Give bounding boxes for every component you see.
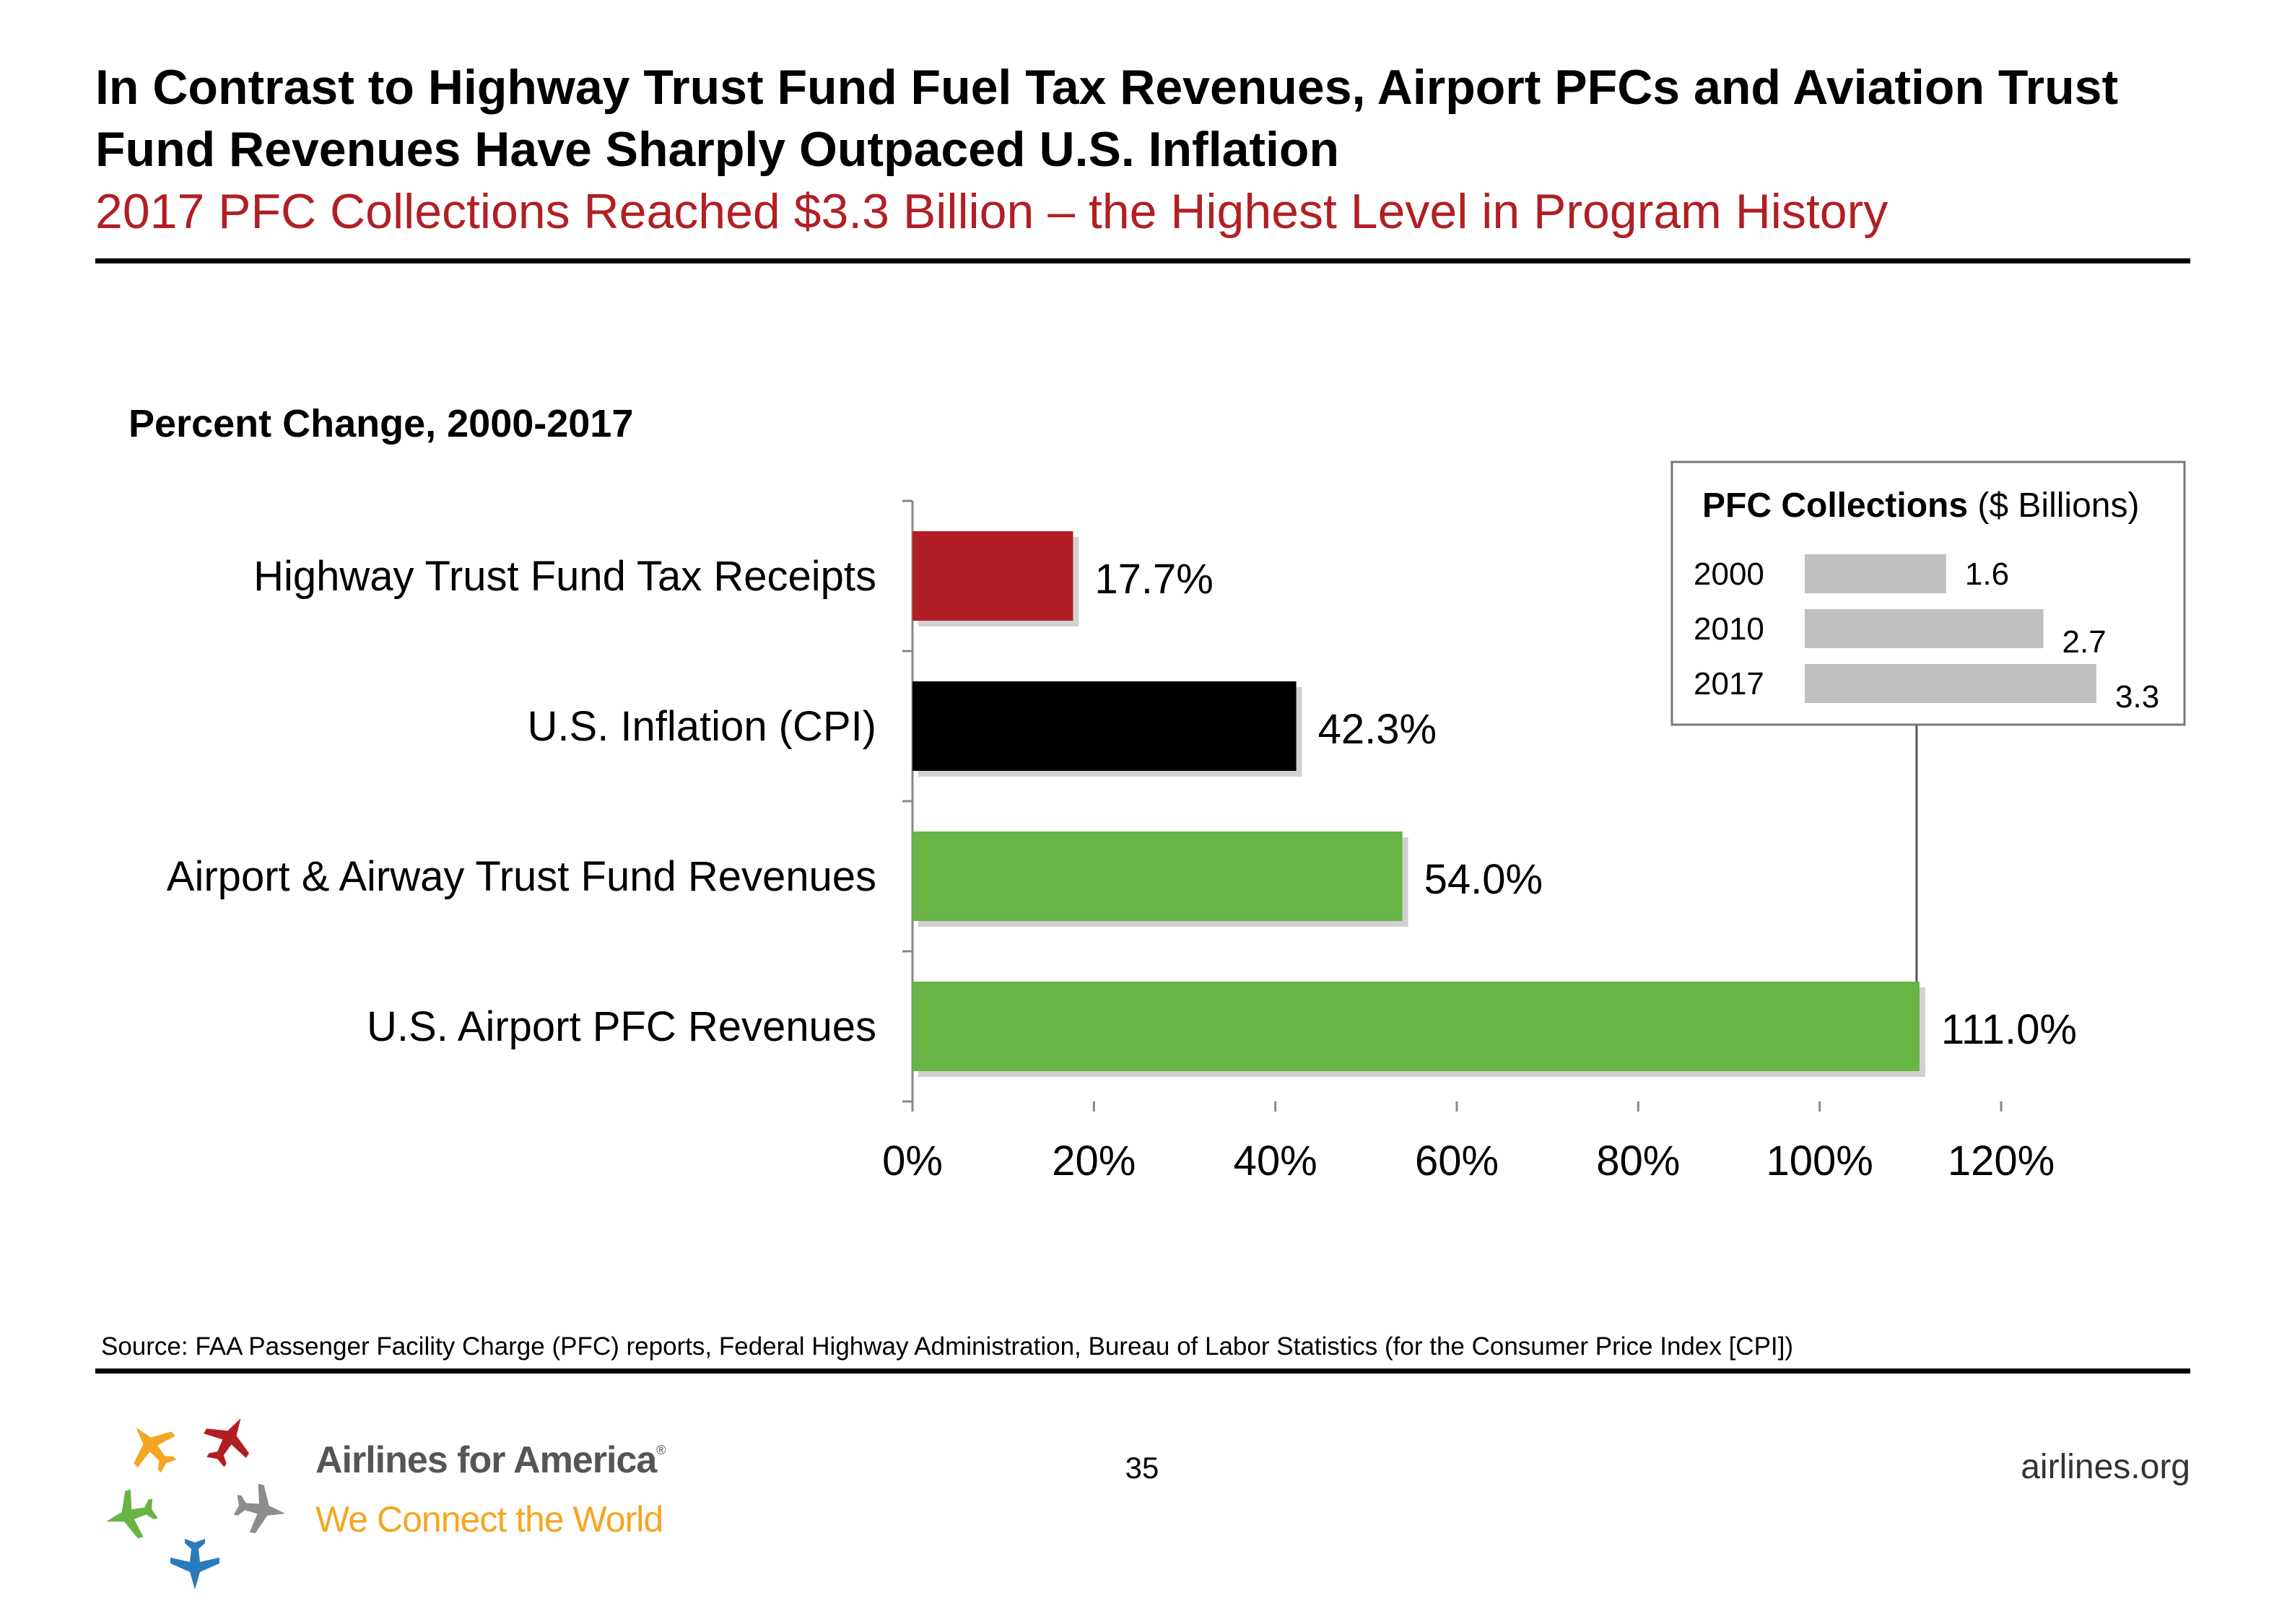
inset-bar-2017 [1805, 664, 2096, 703]
bar-2 [912, 681, 1297, 771]
bar-value-label: 54.0% [1424, 856, 1543, 903]
inset-year-label: 2017 [1694, 666, 1764, 702]
x-tick-label: 100% [1766, 1138, 1873, 1184]
category-label: U.S. Airport PFC Revenues [367, 1003, 876, 1050]
category-label: Airport & Airway Trust Fund Revenues [167, 853, 876, 900]
footer-divider [95, 1368, 2190, 1374]
inset-title: PFC Collections ($ Billions) [1702, 486, 2139, 525]
inset-bar-2000 [1805, 554, 1946, 593]
category-label: Highway Trust Fund Tax Receipts [253, 553, 876, 600]
x-tick-label: 120% [1948, 1138, 2055, 1184]
inset-title-bold: PFC Collections [1702, 486, 1968, 525]
bar-value-label: 17.7% [1094, 556, 1213, 603]
category-label: U.S. Inflation (CPI) [528, 703, 876, 750]
chart-panel-title: Percent Change, 2000-2017 [128, 402, 634, 445]
x-tick-label: 0% [882, 1138, 943, 1184]
bar-3 [912, 831, 1403, 921]
inset-year-label: 2000 [1694, 556, 1764, 592]
source-note: Source: FAA Passenger Facility Charge (P… [101, 1332, 1794, 1361]
bar-value-label: 42.3% [1318, 706, 1437, 753]
x-tick-label: 60% [1415, 1138, 1499, 1184]
bar-1 [912, 531, 1073, 621]
brand-tagline: We Connect the World [315, 1499, 663, 1540]
inset-bar-2010 [1805, 609, 2044, 648]
airlines-for-america-logo-icon [106, 1418, 286, 1589]
x-tick-label: 80% [1596, 1138, 1680, 1184]
inset-value-label: 3.3 [2115, 679, 2159, 715]
slide-title: In Contrast to Highway Trust Fund Fuel T… [95, 60, 2119, 177]
slide-subtitle: 2017 PFC Collections Reached $3.3 Billio… [95, 184, 1889, 239]
inset-title-unit: ($ Billions) [1968, 486, 2139, 525]
x-tick-label: 20% [1052, 1138, 1136, 1184]
page-number: 35 [1125, 1451, 1159, 1485]
inset-year-label: 2010 [1694, 611, 1764, 647]
bar-value-label: 111.0% [1941, 1006, 2077, 1053]
brand-name: Airlines for America® [315, 1439, 666, 1481]
site-url: airlines.org [2021, 1448, 2190, 1486]
bar-4 [912, 982, 1920, 1071]
inset-value-label: 1.6 [1965, 556, 2009, 592]
header-divider [95, 258, 2190, 263]
inset-value-label: 2.7 [2062, 624, 2107, 660]
x-tick-label: 40% [1234, 1138, 1317, 1184]
percent-change-chart: Highway Trust Fund Tax Receipts 17.7% U.S.… [167, 460, 2186, 1184]
